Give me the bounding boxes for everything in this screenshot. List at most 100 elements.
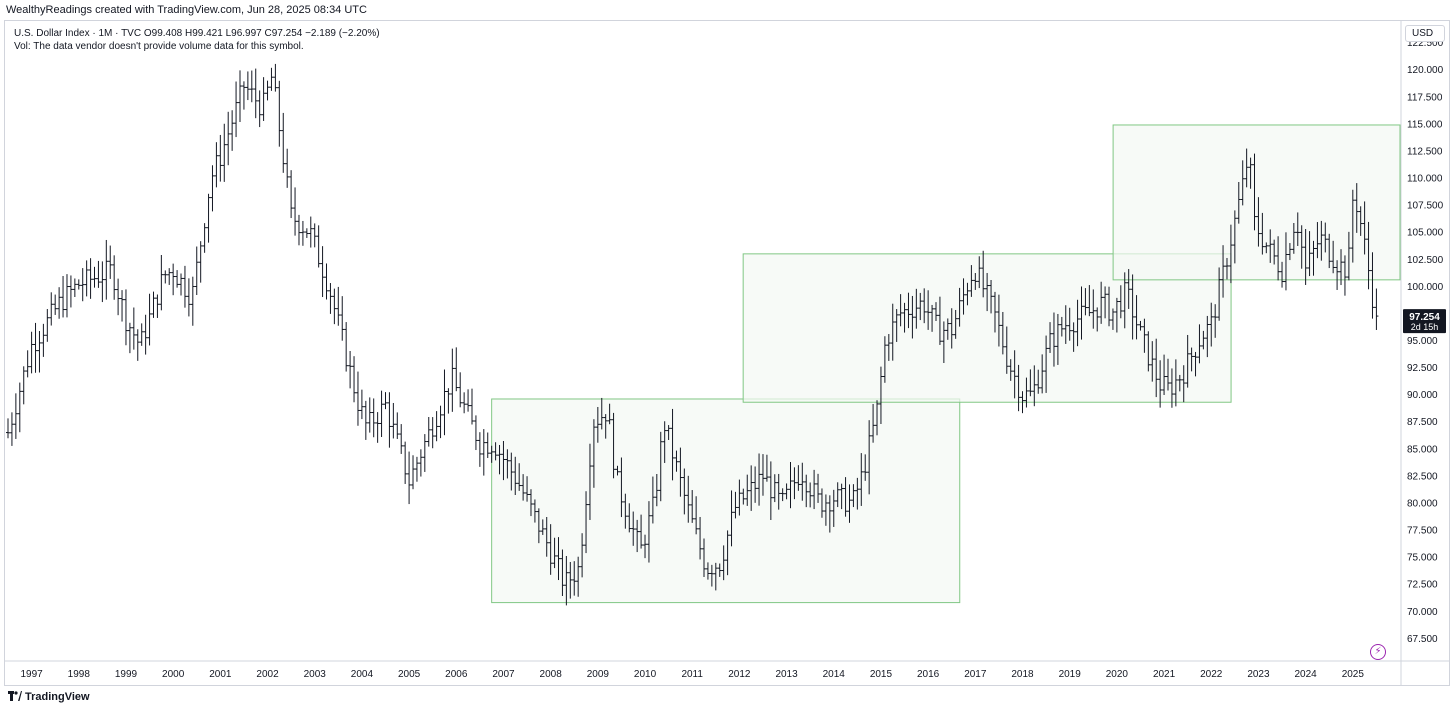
ohlc-bar	[1024, 377, 1029, 408]
ohlc-bar	[1339, 249, 1344, 286]
ohlc-bar	[937, 296, 942, 345]
ohlc-bar	[179, 273, 184, 296]
currency-selector[interactable]: USD	[1405, 25, 1445, 42]
ohlc-bar	[965, 282, 970, 306]
ohlc-bar	[886, 334, 891, 361]
ohlc-bar	[446, 388, 451, 414]
x-tick-label: 2006	[445, 669, 468, 680]
ohlc-bar	[1366, 221, 1371, 290]
ohlc-bar	[863, 454, 868, 481]
ohlc-bar	[1272, 239, 1277, 265]
ohlc-bar	[839, 483, 844, 510]
ohlc-bar	[1232, 210, 1237, 264]
ohlc-bar	[265, 80, 270, 101]
ohlc-bar	[175, 270, 180, 288]
ohlc-bar	[945, 318, 950, 340]
ohlc-bar	[458, 372, 463, 408]
ohlc-bar	[470, 388, 474, 425]
ohlc-bar	[1118, 285, 1123, 319]
y-tick-label: 110.000	[1407, 174, 1443, 185]
ohlc-bar	[45, 309, 50, 342]
ohlc-bar	[1134, 295, 1139, 340]
ohlc-bar	[308, 216, 313, 248]
ohlc-bar	[1138, 320, 1143, 331]
x-tick-label: 1997	[20, 669, 43, 680]
ohlc-bar	[757, 453, 762, 506]
ohlc-bar	[332, 288, 337, 325]
ohlc-bar	[41, 323, 46, 357]
ohlc-bar	[414, 456, 419, 482]
ohlc-bar	[658, 431, 663, 502]
ohlc-bar	[678, 447, 683, 497]
ohlc-bar	[816, 473, 821, 503]
ohlc-bar	[403, 441, 408, 484]
x-tick-label: 2016	[917, 669, 940, 680]
ohlc-bars	[6, 63, 1379, 606]
y-tick-label: 112.500	[1407, 146, 1443, 157]
ohlc-bar	[981, 250, 986, 298]
ohlc-bar	[1126, 269, 1131, 309]
y-tick-label: 122.500	[1407, 38, 1444, 49]
ohlc-bar	[1107, 286, 1112, 327]
ohlc-bar	[281, 112, 286, 173]
lightning-bolt-icon[interactable]: ⚡	[1370, 644, 1386, 660]
ohlc-bar	[639, 514, 644, 549]
x-tick-label: 2012	[728, 669, 751, 680]
ohlc-bar	[733, 491, 738, 519]
ohlc-bar	[780, 488, 785, 502]
ohlc-bar	[926, 290, 931, 330]
y-tick-label: 105.000	[1407, 228, 1444, 239]
ohlc-bar	[379, 390, 384, 437]
ohlc-bar	[827, 495, 832, 533]
ohlc-bar	[143, 314, 148, 355]
ohlc-bar	[96, 260, 101, 288]
y-tick-label: 92.500	[1407, 363, 1438, 374]
ohlc-bar	[788, 462, 793, 509]
ohlc-bar	[847, 484, 852, 523]
ohlc-bar	[902, 302, 907, 333]
ohlc-bar	[53, 294, 58, 315]
ohlc-bar	[1248, 157, 1253, 189]
ohlc-bar	[1307, 231, 1312, 277]
y-tick-label: 87.500	[1407, 417, 1438, 428]
ohlc-bar	[1036, 369, 1041, 394]
ohlc-bar	[76, 279, 81, 290]
ohlc-bar	[587, 443, 592, 520]
x-tick-label: 1999	[115, 669, 138, 680]
ohlc-bar	[167, 268, 172, 285]
ohlc-bar	[509, 452, 514, 491]
ohlc-bar	[941, 321, 946, 363]
ohlc-bar	[442, 369, 447, 436]
ohlc-bar	[768, 461, 773, 520]
ohlc-bar	[969, 265, 974, 297]
ohlc-bar	[666, 425, 671, 440]
ohlc-bar	[1327, 233, 1332, 269]
symbol-legend: U.S. Dollar Index · 1M · TVC O99.408 H99…	[14, 27, 380, 53]
ohlc-bar	[1193, 351, 1198, 377]
ohlc-bar	[1299, 225, 1304, 269]
x-tick-label: 2015	[870, 669, 893, 680]
ohlc-bar	[1169, 368, 1174, 408]
ohlc-bar	[1048, 322, 1053, 353]
ohlc-bar	[1063, 305, 1068, 344]
tradingview-brand[interactable]: TradingView	[8, 691, 90, 703]
ohlc-bar	[257, 90, 262, 128]
x-tick-label: 2020	[1106, 669, 1129, 680]
ohlc-bar	[359, 389, 364, 420]
ohlc-bar	[1287, 243, 1292, 261]
ohlc-bar	[399, 424, 404, 454]
ohlc-bar	[214, 142, 219, 188]
ohlc-bar	[764, 454, 769, 482]
ohlc-bar	[1221, 245, 1226, 298]
ohlc-bar	[1091, 289, 1096, 329]
ohlc-bar	[1150, 341, 1155, 382]
ohlc-bar	[1099, 281, 1104, 324]
ohlc-bar	[717, 563, 722, 577]
ohlc-bar	[1374, 288, 1379, 330]
ohlc-bar	[540, 519, 545, 535]
ohlc-bar	[6, 418, 10, 439]
ohlc-bar	[1083, 288, 1088, 316]
x-tick-label: 2003	[304, 669, 327, 680]
ohlc-bar	[391, 402, 396, 439]
